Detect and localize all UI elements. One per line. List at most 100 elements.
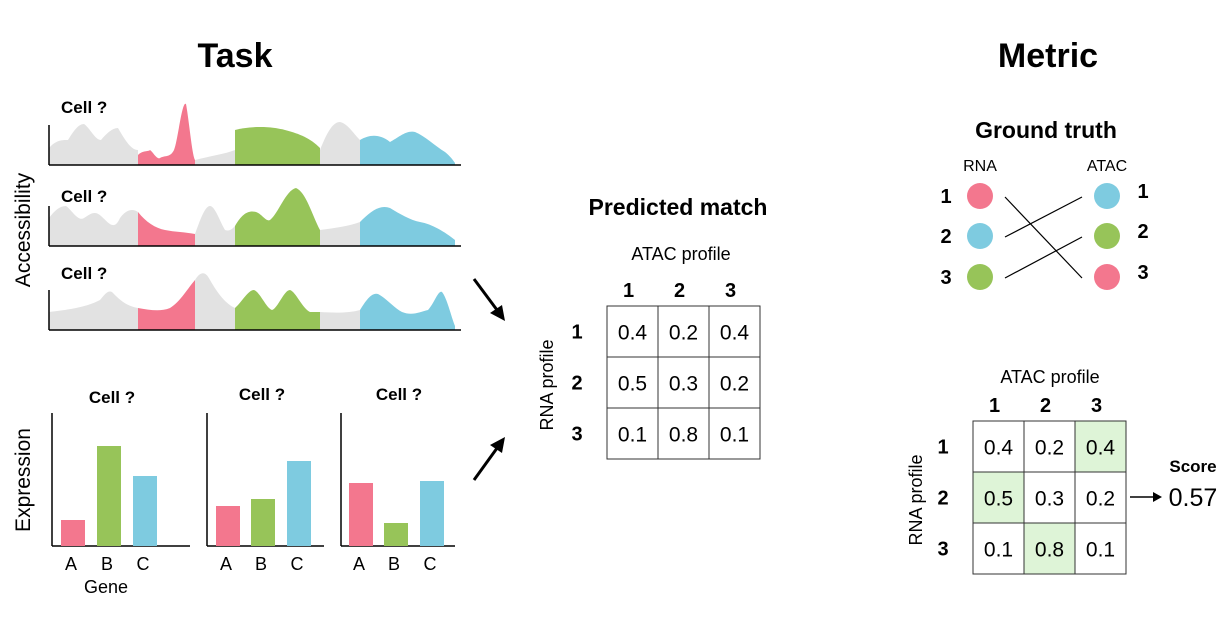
predicted-col-label-1: 1 — [623, 280, 634, 302]
bar-chart-3-bar-B — [384, 523, 408, 546]
predicted-cell-3-1 — [606, 407, 659, 460]
accessibility-track-2: Cell ? — [48, 187, 461, 247]
track-1-green-peaks — [235, 127, 320, 165]
predicted-match-title: Predicted match — [589, 194, 768, 220]
track-2-gray-peaks — [49, 206, 138, 246]
track-1-gray-right — [320, 122, 360, 165]
metric-cell-1-3 — [1074, 420, 1127, 473]
atac-node-2 — [1094, 223, 1120, 249]
predicted-row-label-3: 3 — [571, 424, 582, 446]
score-label: Score — [1169, 457, 1216, 476]
track-1-pink-peaks — [138, 103, 195, 165]
bar-chart-1-tick-C: C — [137, 554, 150, 574]
predicted-row-label-2: 2 — [571, 373, 582, 395]
ground-truth-nodes: 1 2 3 1 2 3 — [940, 181, 1149, 290]
bar-chart-1-tick-B: B — [101, 554, 113, 574]
predicted-value-3-3: 0.1 — [720, 424, 749, 447]
track-3-gray-mid — [195, 273, 235, 330]
rna-node-label-1: 1 — [940, 186, 951, 208]
predicted-value-2-1: 0.5 — [618, 373, 647, 396]
atac-label: ATAC — [1087, 158, 1127, 175]
metric-cell-1-1 — [972, 420, 1025, 473]
bar-chart-3-tick-A: A — [353, 554, 365, 574]
track-1-gray-mid — [195, 150, 235, 165]
predicted-cell-3-3 — [708, 407, 761, 460]
rna-label: RNA — [963, 158, 997, 175]
predicted-cell-1-2 — [657, 305, 710, 358]
track-2-gray-mid — [195, 206, 235, 246]
bar-chart-1-bar-B — [97, 446, 121, 546]
predicted-col-label-3: 3 — [725, 280, 736, 302]
track-2-label: Cell ? — [61, 187, 107, 206]
rna-node-label-2: 2 — [940, 226, 951, 248]
bar-chart-2-bar-B — [251, 499, 275, 546]
track-2-green-peaks — [235, 188, 320, 246]
bar-chart-1-title: Cell ? — [89, 388, 135, 407]
expression-bar-charts: Cell ? A B C Cell ? A B C Cell ? A B C — [51, 385, 455, 574]
metric-value-1-3: 0.4 — [1086, 437, 1116, 460]
predicted-value-1-1: 0.4 — [618, 322, 648, 345]
bar-chart-2-bar-A — [216, 506, 240, 546]
track-1-label: Cell ? — [61, 98, 107, 117]
rna-node-label-3: 3 — [940, 267, 951, 289]
rna-node-1 — [967, 183, 993, 209]
bar-chart-3-tick-C: C — [424, 554, 437, 574]
accessibility-track-1: Cell ? — [48, 98, 461, 166]
predicted-value-1-2: 0.2 — [669, 322, 698, 345]
track-1-gray-peaks — [49, 124, 138, 165]
predicted-col-header: ATAC profile — [631, 244, 730, 264]
metric-title: Metric — [998, 37, 1098, 75]
predicted-value-2-2: 0.3 — [669, 373, 698, 396]
bar-chart-3-bar-A — [349, 483, 373, 546]
track-1-blue-peaks — [360, 131, 455, 165]
metric-value-2-1: 0.5 — [984, 488, 1013, 511]
accessibility-label: Accessibility — [12, 172, 35, 287]
metric-value-3-1: 0.1 — [984, 539, 1013, 562]
track-2-pink-peaks — [138, 212, 195, 246]
predicted-row-label-1: 1 — [571, 322, 582, 344]
ground-truth-title: Ground truth — [975, 117, 1117, 143]
metric-row-label-2: 2 — [937, 488, 948, 510]
arrow-to-matrix-top — [472, 278, 505, 321]
metric-cell-3-1 — [972, 522, 1025, 575]
track-2-gray-right — [320, 222, 360, 246]
predicted-value-3-1: 0.1 — [618, 424, 647, 447]
predicted-cell-2-1 — [606, 356, 659, 409]
bar-chart-3-bar-C — [420, 481, 444, 546]
metric-cell-3-3 — [1074, 522, 1127, 575]
metric-cell-3-2 — [1023, 522, 1076, 575]
bar-chart-1-bar-A — [61, 520, 85, 546]
metric-row-label-1: 1 — [937, 437, 948, 459]
bar-chart-2-bar-C — [287, 461, 311, 546]
bar-chart-1-bar-C — [133, 476, 157, 546]
track-3-green-peaks — [235, 290, 320, 330]
metric-value-1-2: 0.2 — [1035, 437, 1064, 460]
score-arrow — [1130, 492, 1162, 502]
bar-chart-3-tick-B: B — [388, 554, 400, 574]
track-3-gray-right — [320, 310, 360, 330]
ground-truth-links — [1004, 196, 1083, 279]
metric-col-header: ATAC profile — [1000, 367, 1099, 387]
track-3-blue-peaks — [360, 291, 455, 330]
bar-chart-1-tick-A: A — [65, 554, 77, 574]
track-3-gray-peaks — [49, 291, 138, 330]
score-value: 0.57 — [1169, 484, 1218, 512]
bar-chart-2-tick-B: B — [255, 554, 267, 574]
metric-value-3-3: 0.1 — [1086, 539, 1115, 562]
predicted-value-3-2: 0.8 — [669, 424, 698, 447]
predicted-value-2-3: 0.2 — [720, 373, 749, 396]
track-3-pink-peaks — [138, 280, 195, 330]
bar-chart-2-tick-A: A — [220, 554, 232, 574]
atac-node-3 — [1094, 264, 1120, 290]
predicted-value-1-3: 0.4 — [720, 322, 750, 345]
bar-chart-3-title: Cell ? — [376, 385, 422, 404]
expression-label: Expression — [12, 428, 35, 532]
rna-node-3 — [967, 264, 993, 290]
atac-node-label-2: 2 — [1137, 221, 1148, 243]
metric-matrix: 0.4 0.2 0.4 1 0.5 0.3 0.2 2 0.1 0.8 0.1 3 1 2 3 — [937, 395, 1127, 575]
metric-row-label-3: 3 — [937, 539, 948, 561]
metric-row-header: RNA profile — [906, 454, 926, 545]
gene-axis-label: Gene — [84, 577, 128, 597]
metric-value-1-1: 0.4 — [984, 437, 1014, 460]
accessibility-track-3: Cell ? — [48, 264, 461, 331]
